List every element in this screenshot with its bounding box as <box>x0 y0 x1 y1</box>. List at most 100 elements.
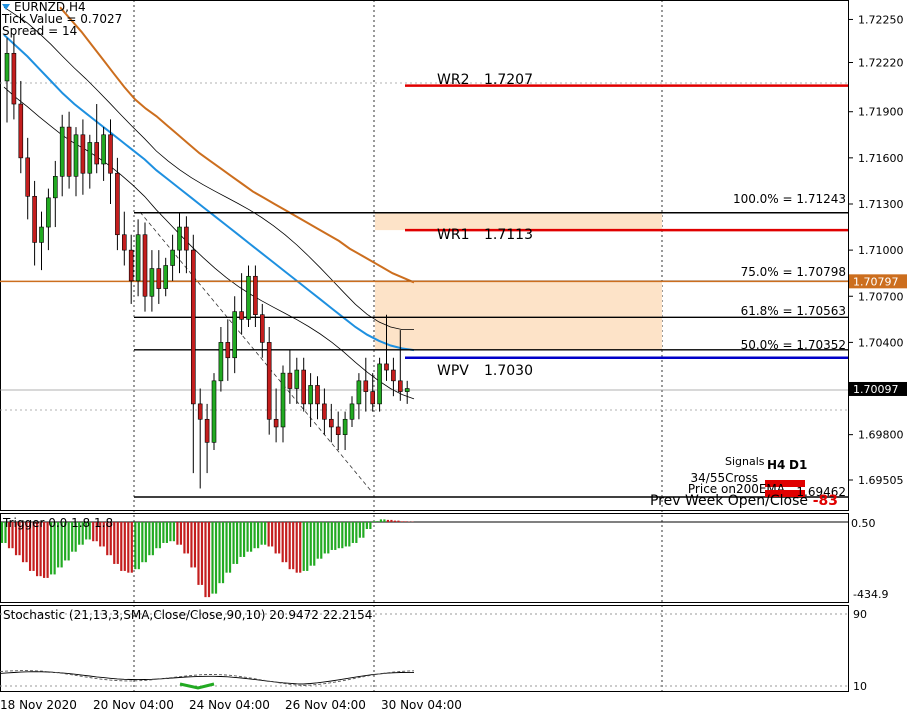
candle-body <box>204 418 210 443</box>
candle-body <box>101 134 106 165</box>
candle-body <box>232 311 237 359</box>
signals-col-h4: H4 <box>767 458 785 472</box>
candle <box>349 396 355 427</box>
candle <box>149 250 155 312</box>
trigger-min-label: -434.9 <box>853 588 888 601</box>
fib-100-label: 100.0% = 1.71243 <box>733 192 846 206</box>
candle <box>73 127 79 197</box>
candle-body <box>253 275 258 316</box>
stoch-bottom-label: 10 <box>853 680 867 693</box>
candle-body <box>197 403 203 420</box>
candle-body <box>404 388 410 392</box>
candle <box>52 160 58 228</box>
candle <box>280 365 286 443</box>
y-tick-label-3: 1.71600 <box>858 152 904 165</box>
candle <box>287 350 293 404</box>
trigger-title: Trigger 0.0 1.8 1.8 <box>2 516 113 530</box>
candle <box>335 411 341 451</box>
candle <box>246 265 251 328</box>
candle <box>322 388 327 435</box>
stochastic-lines <box>0 613 848 690</box>
x-label-2: 24 Nov 04:00 <box>189 698 270 712</box>
candle-body <box>4 52 10 82</box>
candle-body <box>384 363 389 371</box>
candle-body <box>308 385 313 405</box>
prev-week-diff: -83 <box>813 493 838 509</box>
y-tick-label-7: 1.70400 <box>858 336 904 349</box>
pivot-wpv-value: 1.7030 <box>484 363 533 379</box>
fib-zone-upper <box>375 212 662 231</box>
candle-body <box>370 391 376 405</box>
trigger-panel-frame <box>0 513 849 603</box>
candle-body <box>46 197 51 228</box>
candle-body <box>73 134 79 177</box>
candle-body <box>191 249 196 405</box>
candle-body <box>349 403 355 420</box>
candle-body <box>52 176 58 199</box>
signals-row-cross: 34/55Cross <box>691 471 758 485</box>
candle <box>11 34 17 120</box>
candle-body <box>356 380 362 405</box>
candle-body <box>211 380 217 443</box>
pivot-wr1-label: WR1 <box>437 227 469 243</box>
candle <box>59 114 65 197</box>
candle-body <box>322 403 327 420</box>
candle-body <box>335 426 341 435</box>
candle <box>259 303 265 358</box>
y-tick-label-9: 1.69505 <box>858 474 904 487</box>
candle <box>225 319 231 381</box>
candle-body <box>80 134 86 174</box>
candle <box>32 180 37 266</box>
candle <box>239 273 244 335</box>
candle <box>273 388 279 443</box>
candle <box>128 234 134 304</box>
stoch-top-label: 90 <box>853 608 867 621</box>
candle <box>135 219 141 297</box>
candle <box>163 257 168 297</box>
candle <box>356 373 362 420</box>
signals-title: Signals <box>725 455 765 468</box>
candle-body <box>11 52 17 105</box>
main-panel-frame <box>0 0 849 511</box>
fib-zone-lower <box>375 281 662 350</box>
candle <box>218 327 224 392</box>
symbol-triangle-icon <box>2 4 10 10</box>
candle <box>328 403 334 443</box>
candle-body <box>87 142 93 174</box>
candle-body <box>239 311 244 320</box>
candle-body <box>122 234 127 251</box>
candle-body <box>32 195 37 243</box>
candle <box>397 330 403 401</box>
candle <box>87 134 93 189</box>
candle <box>94 104 99 174</box>
candle-body <box>315 385 320 405</box>
candle <box>66 111 72 189</box>
candle-body <box>128 249 134 282</box>
spread: Spread = 14 <box>2 24 77 38</box>
candle <box>232 296 237 374</box>
price-tag-current <box>849 381 907 396</box>
price-tag-label-current: 1.70097 <box>853 383 899 396</box>
stoch-main-line <box>0 671 414 685</box>
trend-dashed-line <box>139 211 373 493</box>
candle <box>377 357 382 412</box>
candle-body <box>94 142 99 165</box>
candle-body <box>142 234 148 297</box>
signals-row-ema: Price on200EMA <box>688 482 786 496</box>
signal-ema-h4-box <box>765 490 805 497</box>
candle-body <box>259 314 265 343</box>
y-tick-label-0: 1.72250 <box>858 13 904 26</box>
stoch-oversold-mark <box>179 682 215 690</box>
candle <box>46 188 51 251</box>
moving-averages <box>3 6 415 352</box>
signals-row-prevweek: Prev Week Open/Close <box>650 493 808 509</box>
candle <box>253 265 258 328</box>
candle <box>404 380 410 404</box>
price-tag-ema <box>849 274 907 289</box>
fib-50-label: 50.0% = 1.70352 <box>741 338 846 352</box>
candle <box>108 119 113 204</box>
candle <box>39 211 44 271</box>
candle <box>80 119 86 195</box>
fib-618-label: 61.8% = 1.70563 <box>741 304 846 318</box>
